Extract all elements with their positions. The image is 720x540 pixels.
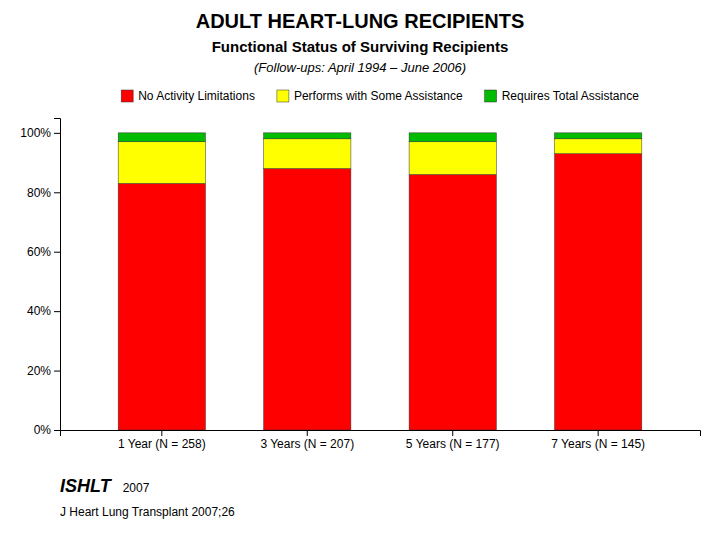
chart: ADULT HEART-LUNG RECIPIENTS Functional St…: [0, 0, 720, 540]
legend-label: No Activity Limitations: [138, 89, 255, 103]
annotation: ISHLT: [60, 476, 113, 496]
title: ADULT HEART-LUNG RECIPIENTS: [196, 10, 525, 32]
legend-item: Performs with Some Assistance: [277, 89, 463, 103]
bar: [409, 174, 496, 430]
y-tick: 20%: [27, 364, 60, 378]
y-tick-mark: [54, 252, 60, 253]
x-tick-label: 7 Years (N = 145): [551, 437, 645, 451]
legend-label: Requires Total Assistance: [502, 89, 640, 103]
bars: [118, 133, 642, 430]
bar: [409, 142, 496, 175]
legend-item: No Activity Limitations: [121, 89, 255, 103]
bar: [555, 133, 642, 139]
x-tick: 3 Years (N = 207): [260, 430, 354, 451]
x-axis-line: [61, 431, 701, 437]
y-axis-line: [54, 119, 61, 431]
y-tick-mark: [54, 192, 60, 193]
legend-swatch: [485, 90, 497, 102]
bar: [555, 139, 642, 154]
bar: [555, 154, 642, 430]
x-tick: 1 Year (N = 258): [118, 430, 206, 451]
y-tick: 40%: [27, 304, 60, 318]
subtitle: Functional Status of Surviving Recipient…: [212, 38, 509, 55]
y-tick-label: 20%: [27, 364, 51, 378]
legend: No Activity Limitations Performs with Som…: [121, 89, 639, 103]
y-tick-label: 100%: [20, 126, 51, 140]
annotation: (Follow-ups: April 1994 – June 2006): [254, 60, 466, 75]
bar: [118, 142, 205, 184]
bar: [409, 133, 496, 142]
legend-item: Requires Total Assistance: [485, 89, 640, 103]
x-tick: 5 Years (N = 177): [406, 430, 500, 451]
bar: [264, 133, 351, 139]
x-tick-label: 3 Years (N = 207): [260, 437, 354, 451]
x-tick-mark: [161, 430, 162, 436]
bar: [118, 133, 205, 142]
legend-label: Performs with Some Assistance: [294, 89, 463, 103]
y-tick-mark: [54, 133, 60, 134]
x-tick-label: 5 Years (N = 177): [406, 437, 500, 451]
y-tick-label: 40%: [27, 304, 51, 318]
x-tick-mark: [452, 430, 453, 436]
y-tick-mark: [54, 311, 60, 312]
x-tick-label: 1 Year (N = 258): [118, 437, 206, 451]
bar: [264, 139, 351, 169]
y-tick-label: 80%: [27, 186, 51, 200]
annotation: 2007: [123, 481, 150, 495]
y-tick: 100%: [20, 126, 60, 140]
y-tick: 0%: [34, 423, 60, 437]
y-tick-mark: [54, 371, 60, 372]
bar: [118, 183, 205, 430]
x-tick-mark: [307, 430, 308, 436]
x-axis: 1 Year (N = 258) 3 Years (N = 207) 5 Years…: [61, 430, 701, 451]
y-tick: 80%: [27, 186, 60, 200]
y-tick: 60%: [27, 245, 60, 259]
annotation: J Heart Lung Transplant 2007;26: [60, 505, 235, 519]
bar: [264, 169, 351, 430]
x-tick: 7 Years (N = 145): [551, 430, 645, 451]
y-tick-label: 0%: [34, 423, 52, 437]
x-tick-mark: [598, 430, 599, 436]
y-tick-label: 60%: [27, 245, 51, 259]
y-tick-mark: [54, 430, 60, 431]
y-axis: 0% 20% 40% 60% 80% 100%: [20, 119, 60, 438]
plot: 0% 20% 40% 60% 80% 100% 1 Year (N = 258) 3 Year…: [20, 119, 700, 451]
legend-swatch: [121, 90, 133, 102]
legend-swatch: [277, 90, 289, 102]
